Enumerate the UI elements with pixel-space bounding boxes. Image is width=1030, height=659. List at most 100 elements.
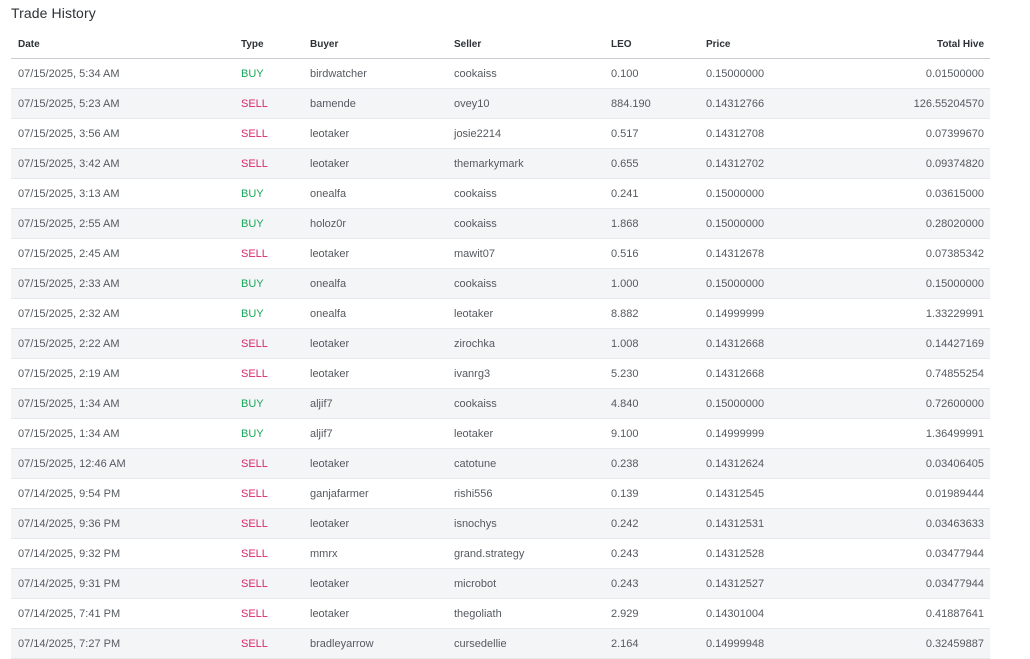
cell-seller[interactable]: josie2214 [454,118,611,149]
cell-date: 07/15/2025, 2:32 AM [11,298,241,329]
cell-buyer[interactable]: leotaker [310,448,454,479]
cell-buyer[interactable]: leotaker [310,508,454,539]
table-row: 07/15/2025, 1:34 AM BUY aljif7 cookaiss 4.84… [11,388,990,419]
cell-seller[interactable]: cursedellie [454,628,611,659]
cell-type: SELL [241,238,310,269]
table-row: 07/15/2025, 2:55 AM BUY holoz0r cookaiss 1.8… [11,208,990,239]
cell-buyer[interactable]: leotaker [310,328,454,359]
cell-price: 0.14312531 [706,508,856,539]
cell-total-hive: 0.07385342 [856,238,990,269]
cell-buyer[interactable]: leotaker [310,358,454,389]
cell-buyer[interactable]: onealfa [310,178,454,209]
cell-leo-amount: 2.164 [611,628,706,659]
table-row: 07/14/2025, 9:31 PM SELL leotaker microbot 0… [11,568,990,599]
cell-seller[interactable]: grand.strategy [454,538,611,569]
cell-type: SELL [241,88,310,119]
cell-seller[interactable]: leotaker [454,298,611,329]
header-row: Date Type Buyer Seller LEO Price Total H… [11,30,990,59]
cell-type: SELL [241,628,310,659]
cell-total-hive: 1.33229991 [856,298,990,329]
column-header-leo[interactable]: LEO [611,30,706,59]
cell-total-hive: 0.41887641 [856,598,990,629]
cell-seller[interactable]: ivanrg3 [454,358,611,389]
cell-type: SELL [241,328,310,359]
table-row: 07/15/2025, 2:32 AM BUY onealfa leotaker 8.8… [11,298,990,329]
cell-buyer[interactable]: leotaker [310,118,454,149]
cell-leo-amount: 9.100 [611,418,706,449]
cell-type: BUY [241,58,310,89]
cell-seller[interactable]: cookaiss [454,268,611,299]
cell-buyer[interactable]: mmrx [310,538,454,569]
cell-leo-amount: 1.008 [611,328,706,359]
cell-seller[interactable]: themarkymark [454,148,611,179]
cell-price: 0.14312702 [706,148,856,179]
column-header-date[interactable]: Date [11,30,241,59]
cell-type: SELL [241,478,310,509]
cell-total-hive: 0.03477944 [856,568,990,599]
cell-seller[interactable]: cookaiss [454,208,611,239]
cell-seller[interactable]: ovey10 [454,88,611,119]
cell-price: 0.14312527 [706,568,856,599]
cell-seller[interactable]: thegoliath [454,598,611,629]
cell-buyer[interactable]: ganjafarmer [310,478,454,509]
cell-price: 0.14312678 [706,238,856,269]
table-row: 07/15/2025, 5:34 AM BUY birdwatcher cookais… [11,58,990,89]
table-row: 07/15/2025, 1:34 AM BUY aljif7 leotaker 9.10… [11,418,990,449]
cell-buyer[interactable]: onealfa [310,298,454,329]
cell-seller[interactable]: zirochka [454,328,611,359]
column-header-type[interactable]: Type [241,30,310,59]
cell-total-hive: 0.07399670 [856,118,990,149]
cell-leo-amount: 4.840 [611,388,706,419]
cell-price: 0.14999948 [706,628,856,659]
cell-buyer[interactable]: onealfa [310,268,454,299]
page-title: Trade History [11,5,96,21]
cell-date: 07/15/2025, 2:45 AM [11,238,241,269]
cell-price: 0.15000000 [706,208,856,239]
cell-total-hive: 0.15000000 [856,268,990,299]
cell-date: 07/15/2025, 1:34 AM [11,388,241,419]
cell-leo-amount: 0.517 [611,118,706,149]
cell-buyer[interactable]: leotaker [310,238,454,269]
cell-leo-amount: 0.243 [611,538,706,569]
cell-seller[interactable]: cookaiss [454,178,611,209]
cell-leo-amount: 5.230 [611,358,706,389]
cell-total-hive: 0.03406405 [856,448,990,479]
column-header-total-hive[interactable]: Total Hive [856,30,990,59]
cell-buyer[interactable]: aljif7 [310,388,454,419]
cell-total-hive: 1.36499991 [856,418,990,449]
cell-seller[interactable]: microbot [454,568,611,599]
cell-leo-amount: 2.929 [611,598,706,629]
table-row: 07/15/2025, 5:23 AM SELL bamende ovey10 884.… [11,88,990,119]
cell-total-hive: 126.55204570 [856,88,990,119]
table-row: 07/15/2025, 2:22 AM SELL leotaker zirochka 1… [11,328,990,359]
cell-seller[interactable]: catotune [454,448,611,479]
cell-total-hive: 0.09374820 [856,148,990,179]
cell-price: 0.14312708 [706,118,856,149]
column-header-seller[interactable]: Seller [454,30,611,59]
cell-leo-amount: 0.100 [611,58,706,89]
cell-type: BUY [241,178,310,209]
column-header-buyer[interactable]: Buyer [310,30,454,59]
cell-buyer[interactable]: aljif7 [310,418,454,449]
column-header-price[interactable]: Price [706,30,856,59]
cell-buyer[interactable]: bamende [310,88,454,119]
cell-seller[interactable]: cookaiss [454,388,611,419]
cell-buyer[interactable]: birdwatcher [310,58,454,89]
cell-buyer[interactable]: leotaker [310,598,454,629]
cell-seller[interactable]: cookaiss [454,58,611,89]
cell-seller[interactable]: leotaker [454,418,611,449]
cell-date: 07/14/2025, 9:36 PM [11,508,241,539]
cell-seller[interactable]: mawit07 [454,238,611,269]
cell-buyer[interactable]: leotaker [310,568,454,599]
cell-date: 07/15/2025, 1:34 AM [11,418,241,449]
table-row: 07/14/2025, 9:36 PM SELL leotaker isnochys 0… [11,508,990,539]
table-header: Date Type Buyer Seller LEO Price Total H… [11,30,990,59]
cell-seller[interactable]: isnochys [454,508,611,539]
cell-buyer[interactable]: bradleyarrow [310,628,454,659]
cell-buyer[interactable]: leotaker [310,148,454,179]
cell-seller[interactable]: rishi556 [454,478,611,509]
cell-price: 0.15000000 [706,268,856,299]
cell-price: 0.14301004 [706,598,856,629]
cell-leo-amount: 8.882 [611,298,706,329]
cell-buyer[interactable]: holoz0r [310,208,454,239]
